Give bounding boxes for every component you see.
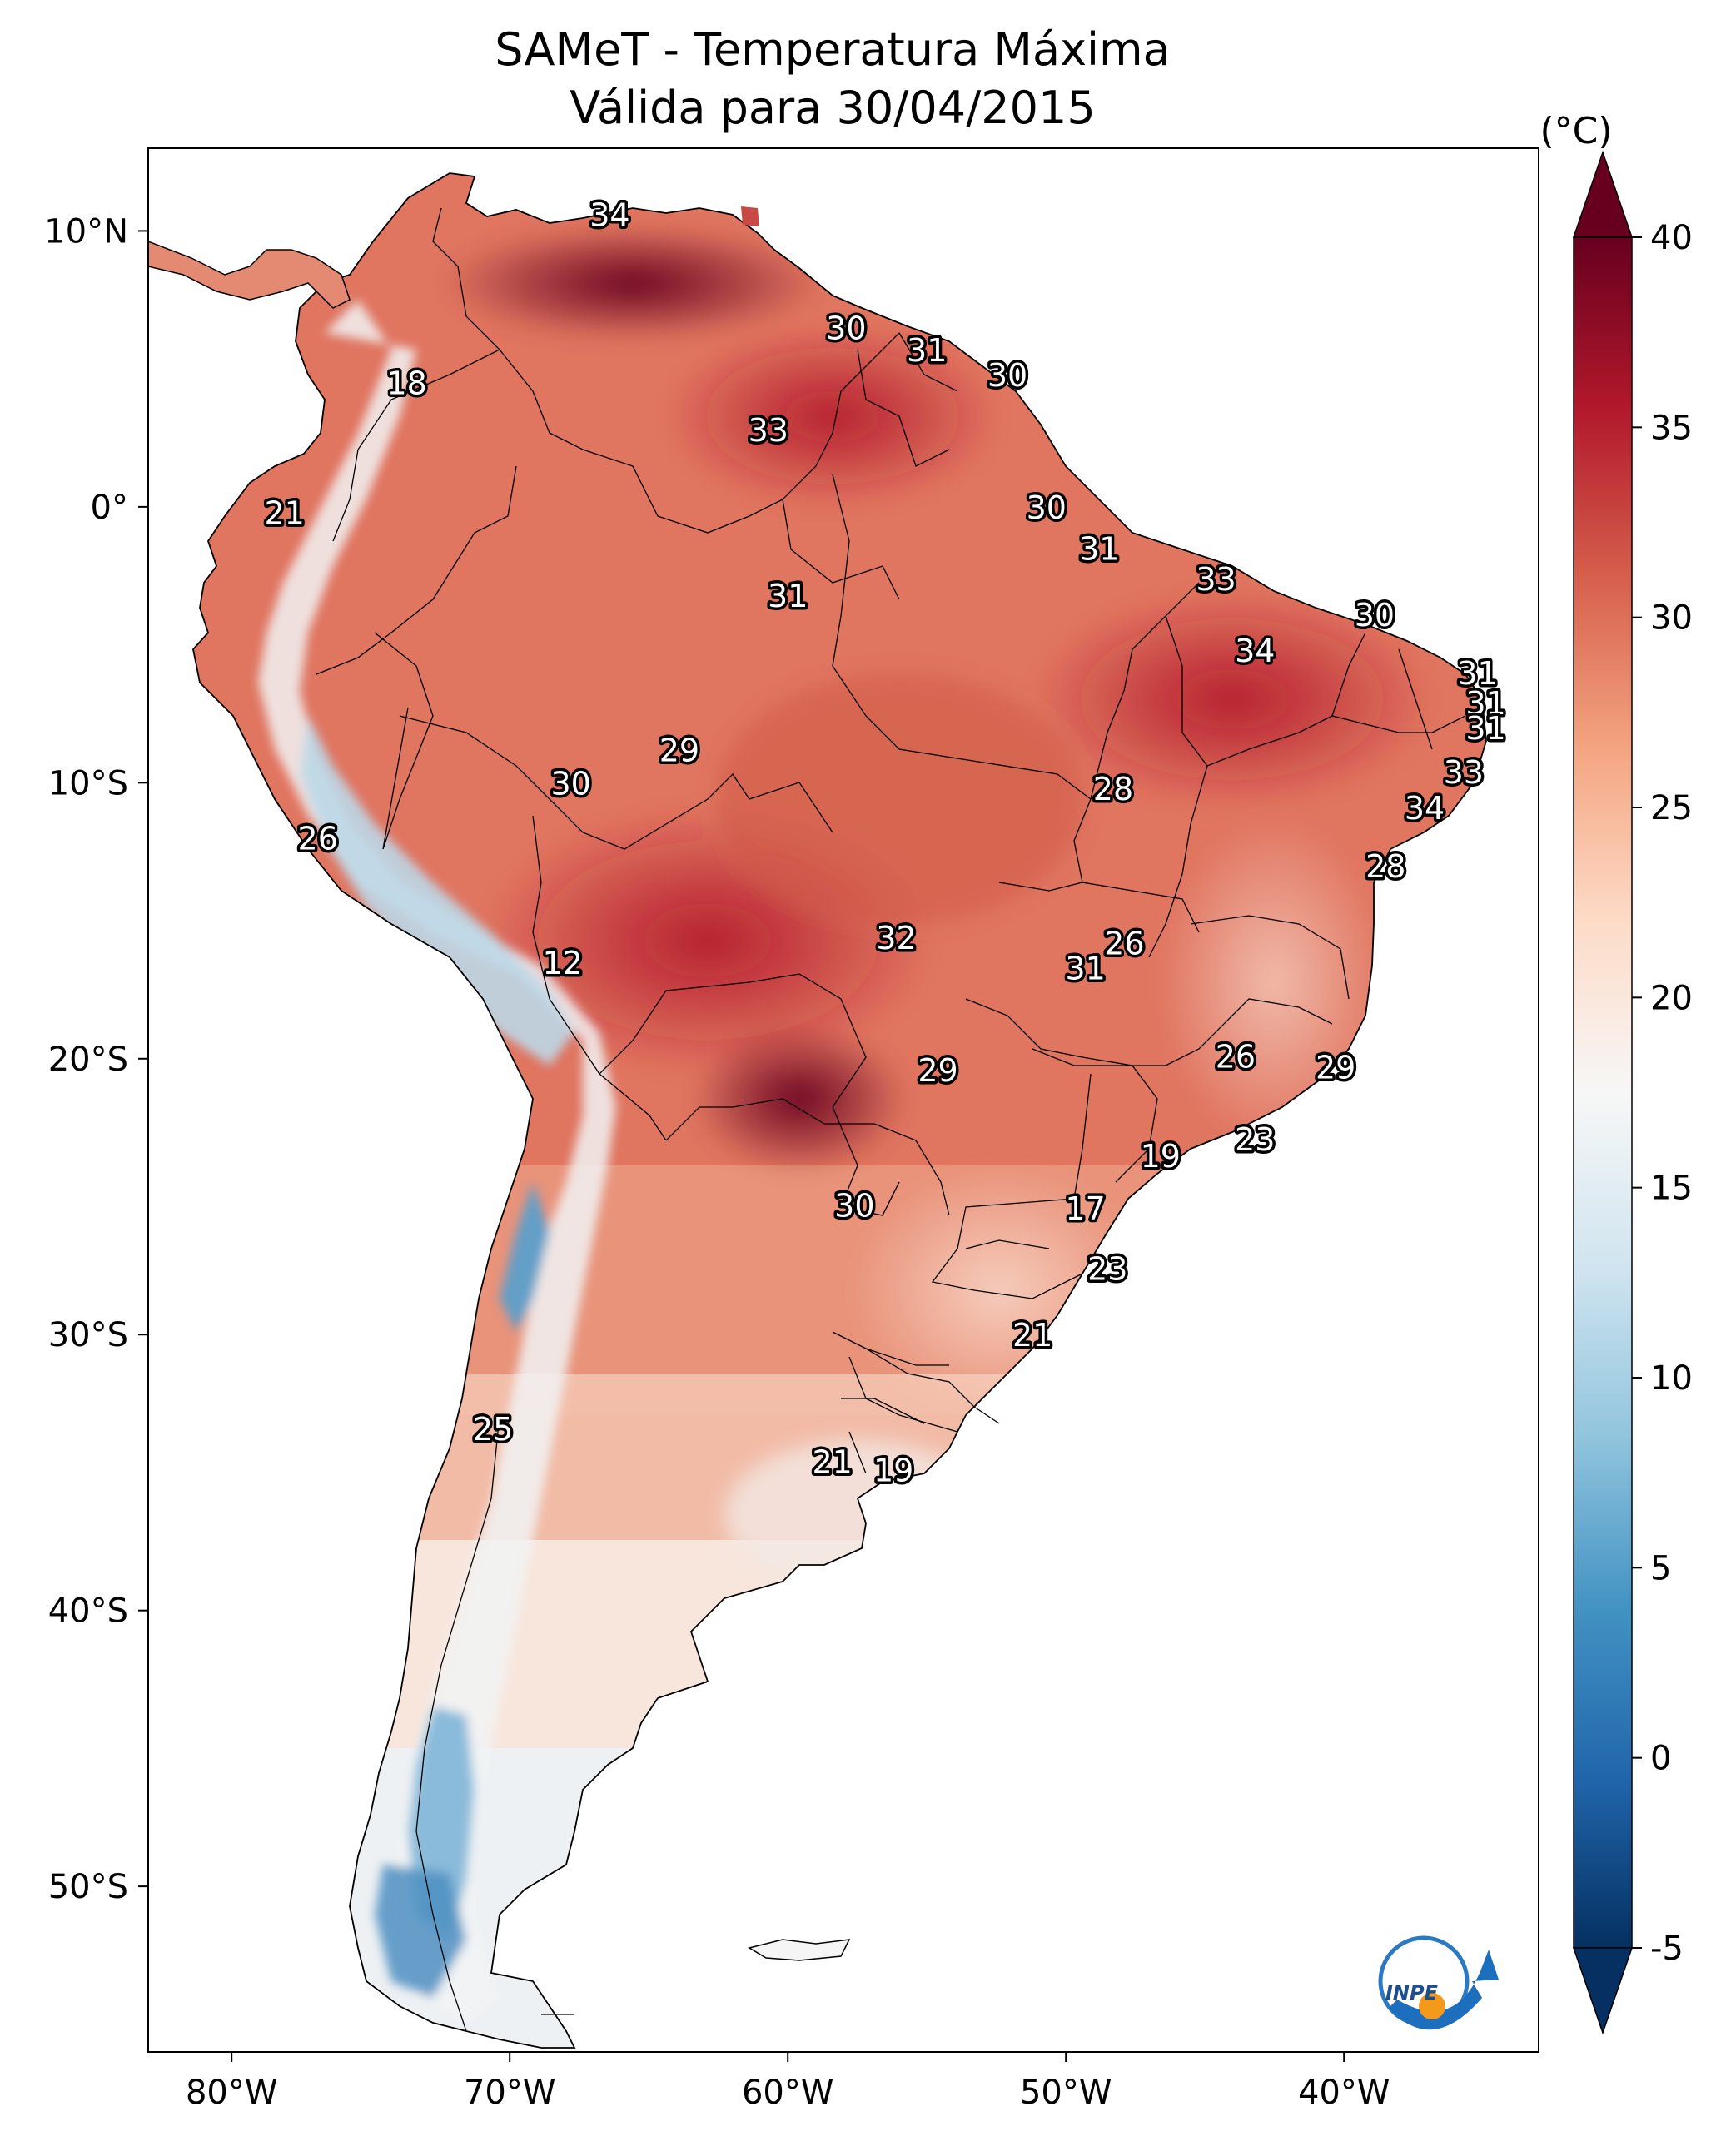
lat-tick-label: 10°S <box>48 764 128 802</box>
trinidad-island <box>741 206 759 226</box>
station-value: 25 <box>473 1411 513 1448</box>
title-line-2: Válida para 30/04/2015 <box>570 82 1095 134</box>
station-value: 34 <box>589 197 629 234</box>
title-line-1: SAMeT - Temperatura Máxima <box>495 23 1170 76</box>
station-value: 21 <box>1012 1317 1052 1354</box>
logo-text: INPE <box>1385 1981 1439 2004</box>
station-value: 17 <box>1065 1190 1105 1227</box>
central-america <box>147 240 351 309</box>
logo-swoosh <box>1389 1950 1499 2030</box>
station-value: 33 <box>1444 754 1484 791</box>
colorbar-min-arrow <box>1572 1947 1634 2035</box>
station-value: 29 <box>918 1052 957 1089</box>
lat-tick-label: 50°S <box>48 1868 128 1906</box>
map-frame <box>147 147 1539 2053</box>
colorbar-tick-label: 0 <box>1650 1740 1671 1778</box>
station-value: 31 <box>907 332 947 369</box>
station-value: 23 <box>1087 1251 1127 1288</box>
station-value: 19 <box>873 1453 913 1489</box>
station-value: 28 <box>1365 848 1405 885</box>
colorbar-max-arrow <box>1572 150 1634 238</box>
station-value: 30 <box>1355 597 1395 633</box>
station-value: 28 <box>1093 771 1133 807</box>
inpe-logo: INPE <box>1378 1935 1499 2030</box>
station-value: 31 <box>1079 531 1119 568</box>
lat-tick-label: 0° <box>91 489 128 527</box>
station-value: 30 <box>834 1187 874 1224</box>
colorbar-ticks: 40 35 30 25 20 15 10 5 0 -5 <box>1632 219 1693 1968</box>
station-value: 32 <box>876 920 916 956</box>
lon-tick-label: 80°W <box>186 2074 277 2112</box>
lon-tick-label: 50°W <box>1020 2074 1112 2112</box>
station-value: 29 <box>1316 1050 1355 1086</box>
longitude-axis: 80°W 70°W 60°W 50°W 40°W <box>186 2052 1390 2112</box>
malvinas-islands <box>748 1939 851 1961</box>
colorbar-tick-label: 5 <box>1650 1549 1671 1587</box>
station-value: 34 <box>1405 790 1445 827</box>
station-value: 26 <box>298 821 338 857</box>
station-value: 23 <box>1235 1121 1275 1158</box>
station-value: 31 <box>768 578 808 614</box>
station-value: 31 <box>1465 685 1505 722</box>
station-value: 33 <box>749 412 788 449</box>
colorbar-tick-label: 15 <box>1650 1170 1693 1208</box>
station-value: 26 <box>1104 926 1144 962</box>
station-value: 21 <box>264 495 304 532</box>
colorbar-tick-label: 25 <box>1650 789 1693 827</box>
station-value: 18 <box>386 365 426 402</box>
station-value: 21 <box>812 1444 852 1481</box>
colorbar-tick-label: 20 <box>1650 979 1693 1017</box>
logo-sun <box>1419 1993 1445 2019</box>
lat-tick-label: 20°S <box>48 1041 128 1079</box>
station-value: 30 <box>826 310 866 346</box>
station-value: 26 <box>1216 1038 1256 1075</box>
station-value: 30 <box>987 357 1027 394</box>
lon-tick-label: 60°W <box>742 2074 833 2112</box>
lat-tick-label: 40°S <box>48 1592 128 1631</box>
station-value: 30 <box>1027 489 1067 526</box>
colorbar-scale <box>1573 236 1633 1949</box>
station-value: 30 <box>551 765 591 802</box>
colorbar: (°C) 40 35 30 25 20 15 10 5 0 -5 <box>1539 110 1693 2035</box>
lat-tick-label: 10°N <box>44 212 128 251</box>
station-value: 12 <box>542 945 582 981</box>
station-value: 31 <box>1457 655 1497 692</box>
latitude-axis: 10°N 0° 10°S 20°S 30°S 40°S 50°S <box>44 212 148 1906</box>
station-value: 34 <box>1235 633 1275 669</box>
country-borders <box>316 207 1466 2032</box>
station-value: 31 <box>1465 710 1505 747</box>
colorbar-tick-label: 30 <box>1650 599 1693 638</box>
colorbar-tick-label: -5 <box>1650 1930 1684 1968</box>
colorbar-unit: (°C) <box>1539 110 1612 152</box>
station-value: 29 <box>659 733 699 769</box>
coastline <box>192 172 1487 2049</box>
lon-tick-label: 70°W <box>464 2074 555 2112</box>
station-value: 33 <box>1196 561 1236 598</box>
colorbar-tick-label: 35 <box>1650 409 1693 447</box>
lat-tick-label: 30°S <box>48 1316 128 1354</box>
colorbar-tick-label: 40 <box>1650 219 1693 257</box>
station-value: 19 <box>1141 1138 1181 1175</box>
colorbar-tick-label: 10 <box>1650 1359 1693 1398</box>
lon-tick-label: 40°W <box>1298 2074 1390 2112</box>
station-value: 31 <box>1065 950 1105 986</box>
